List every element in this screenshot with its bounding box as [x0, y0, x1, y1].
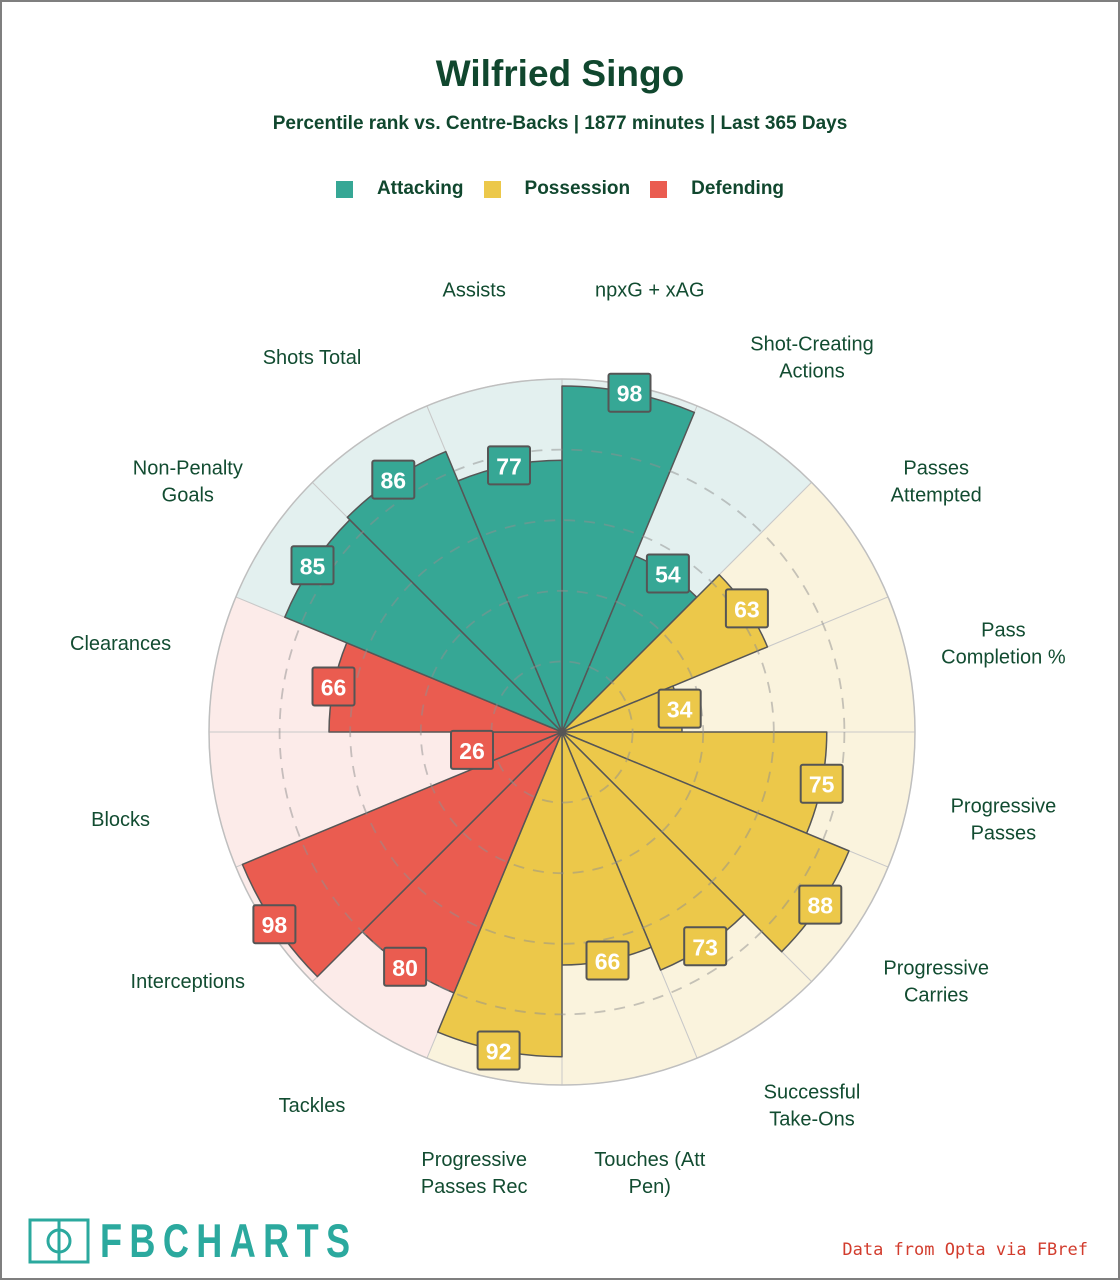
value-badge: 73 — [683, 926, 728, 967]
stat-label: Passes Attempted — [891, 458, 982, 507]
svg-text:77: 77 — [496, 453, 522, 479]
dashed-grid-ring — [349, 519, 775, 945]
brand-name: FBCHARTS — [100, 1214, 358, 1268]
stat-label: Shots Total — [263, 347, 362, 369]
svg-text:26: 26 — [459, 738, 485, 764]
football-pitch-icon — [28, 1218, 90, 1264]
value-badge: 98 — [252, 904, 297, 945]
stat-label: Blocks — [91, 809, 150, 831]
value-badge: 34 — [657, 688, 702, 729]
defending-swatch-icon — [650, 180, 668, 198]
brand-logo: FBCHARTS — [28, 1214, 414, 1268]
stat-label: Progressive Carries — [883, 958, 989, 1007]
stat-label: Progressive Passes Rec — [421, 1149, 528, 1198]
value-badge: 75 — [799, 763, 844, 804]
dashed-grid-ring — [419, 589, 705, 875]
stat-label: Clearances — [70, 633, 171, 655]
svg-text:34: 34 — [667, 697, 693, 723]
value-badge: 86 — [371, 459, 416, 500]
value-badge: 54 — [645, 553, 690, 594]
value-badge: 63 — [724, 588, 769, 629]
svg-text:66: 66 — [321, 675, 347, 701]
stat-label: Tackles — [279, 1095, 346, 1117]
svg-text:92: 92 — [486, 1039, 512, 1065]
svg-text:98: 98 — [617, 381, 643, 407]
legend-item-possession: Possession — [483, 178, 631, 200]
value-badge: 77 — [487, 445, 531, 486]
svg-text:98: 98 — [262, 912, 288, 938]
stat-label: Pass Completion % — [941, 620, 1066, 669]
value-badge: 66 — [585, 940, 630, 981]
stat-label: Touches (Att Pen) — [594, 1149, 706, 1198]
legend-label: Possession — [524, 178, 631, 199]
legend-item-defending: Defending — [650, 178, 784, 200]
svg-text:54: 54 — [655, 562, 681, 588]
svg-text:86: 86 — [381, 468, 407, 494]
chart-subtitle: Percentile rank vs. Centre-Backs | 1877 … — [272, 113, 848, 134]
attacking-swatch-icon — [335, 180, 353, 198]
page-title: Wilfried Singo — [435, 53, 685, 94]
stat-label: Assists — [443, 280, 506, 302]
value-badge: 85 — [290, 545, 335, 586]
svg-text:80: 80 — [392, 955, 418, 981]
svg-text:63: 63 — [734, 596, 760, 622]
stat-label: npxG + xAG — [595, 280, 705, 302]
data-credit: Data from Opta via FBref — [842, 1240, 1088, 1260]
stat-label: Non-Penalty Goals — [133, 458, 243, 507]
svg-text:88: 88 — [808, 893, 834, 919]
svg-text:85: 85 — [300, 553, 326, 579]
legend-label: Defending — [691, 178, 785, 199]
value-badge: 26 — [450, 729, 494, 770]
stat-label: Successful Take-Ons — [764, 1082, 861, 1131]
dashed-grid-ring — [278, 448, 846, 1016]
legend-item-attacking: Attacking — [335, 178, 464, 200]
legend: Attacking Possession Defending — [2, 178, 1118, 200]
value-badge: 88 — [798, 884, 843, 925]
stat-label: Shot-Creating Actions — [750, 333, 873, 382]
value-badge: 80 — [383, 946, 428, 987]
svg-text:73: 73 — [692, 934, 718, 960]
stat-label: Progressive Passes — [951, 795, 1057, 844]
stat-label: Interceptions — [131, 971, 246, 993]
svg-text:66: 66 — [595, 949, 621, 975]
header: Wilfried Singo Percentile rank vs. Centr… — [2, 2, 1118, 200]
value-badge: 98 — [607, 372, 652, 413]
possession-swatch-icon — [483, 180, 501, 198]
svg-text:75: 75 — [809, 772, 835, 798]
outer-circle — [208, 378, 916, 1086]
value-badge: 92 — [476, 1030, 521, 1071]
legend-label: Attacking — [376, 178, 464, 199]
value-badge: 66 — [311, 666, 356, 707]
